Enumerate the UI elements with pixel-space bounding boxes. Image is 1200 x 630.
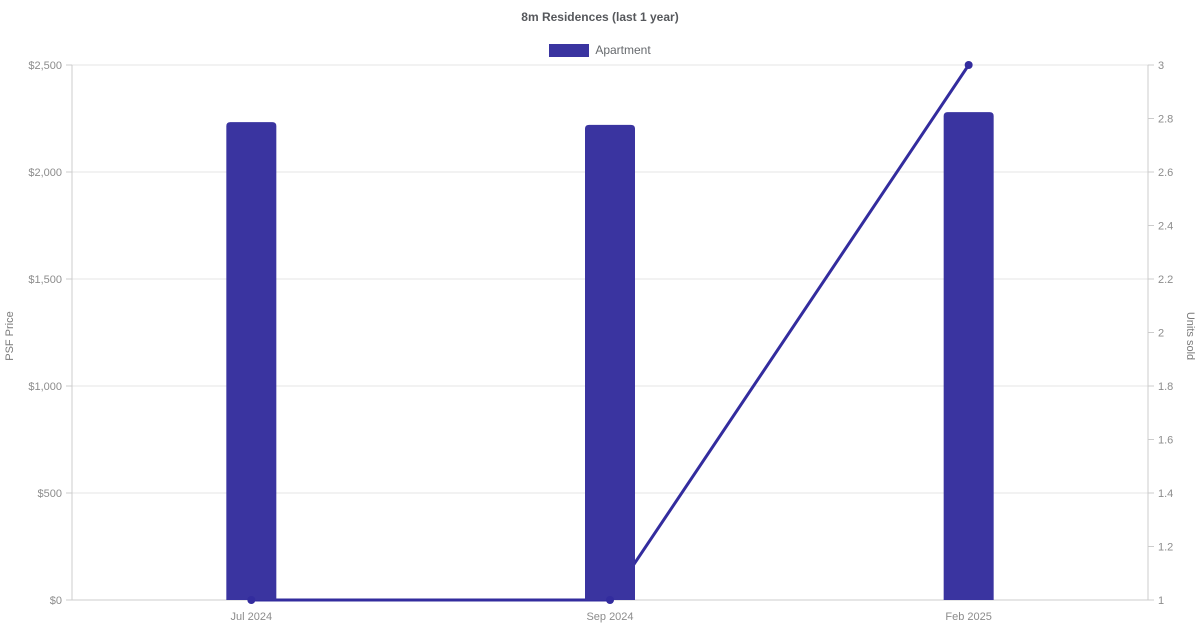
- x-axis-category-label: Sep 2024: [586, 611, 633, 623]
- right-axis-tick-label: 3: [1158, 60, 1164, 72]
- units-sold-point: [247, 596, 256, 604]
- units-sold-point: [964, 61, 973, 69]
- units-sold-point: [606, 596, 614, 604]
- right-axis-tick-label: 2: [1158, 328, 1164, 340]
- chart-title: 8m Residences (last 1 year): [521, 10, 679, 24]
- right-axis-tick-label: 2.8: [1158, 114, 1173, 126]
- left-axis-title: PSF Price: [4, 311, 16, 361]
- right-axis-tick-label: 2.4: [1158, 221, 1173, 233]
- left-axis-tick-label: $1,500: [28, 274, 62, 286]
- psf-price-bar: [943, 112, 994, 600]
- x-axis-category-label: Jul 2024: [231, 611, 273, 623]
- left-axis-tick-label: $0: [50, 595, 62, 607]
- right-axis-tick-label: 1.8: [1158, 381, 1173, 393]
- left-axis-tick-label: $2,000: [28, 167, 62, 179]
- legend-label-apartment: Apartment: [595, 43, 651, 57]
- right-axis-tick-label: 1.4: [1158, 488, 1173, 500]
- left-axis-tick-label: $1,000: [28, 381, 62, 393]
- right-axis-tick-label: 2.2: [1158, 274, 1173, 286]
- psf-price-bar: [226, 122, 277, 600]
- right-axis-tick-label: 1: [1158, 595, 1164, 607]
- right-axis-tick-label: 1.2: [1158, 542, 1173, 554]
- left-axis-tick-label: $500: [38, 488, 62, 500]
- x-axis-category-label: Feb 2025: [945, 611, 991, 623]
- legend-swatch-apartment: [549, 43, 590, 57]
- psf-price-bar: [585, 124, 635, 601]
- legend: Apartment: [0, 43, 1200, 57]
- left-axis-tick-label: $2,500: [28, 60, 62, 72]
- right-axis-tick-label: 2.6: [1158, 167, 1173, 179]
- right-axis-title: Units sold: [1184, 311, 1196, 361]
- right-axis-tick-label: 1.6: [1158, 435, 1173, 447]
